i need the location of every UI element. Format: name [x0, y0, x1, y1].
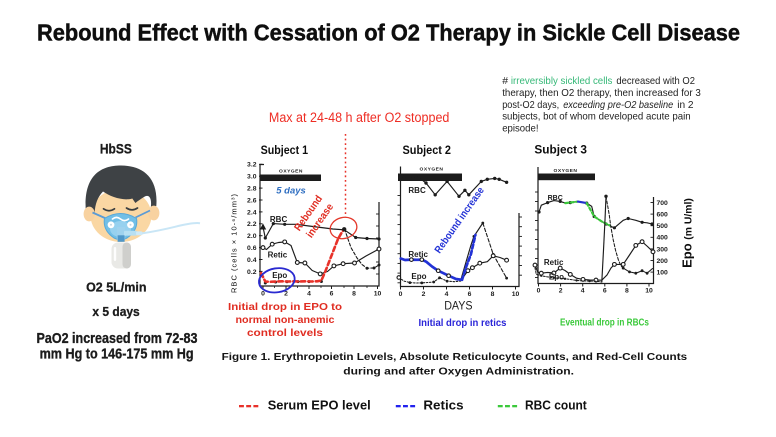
svg-text:2.0: 2.0	[247, 233, 257, 240]
svg-text:mm Hg to 146-175 mm Hg: mm Hg to 146-175 mm Hg	[40, 345, 194, 362]
svg-text:OXYGEN: OXYGEN	[279, 169, 303, 175]
svg-text:PaO2 increased from 72-83: PaO2 increased from 72-83	[37, 330, 198, 347]
svg-text:2.6: 2.6	[247, 197, 257, 204]
svg-text:Serum EPO level: Serum EPO level	[268, 398, 371, 413]
svg-text:2.4: 2.4	[247, 209, 257, 216]
svg-text:Retic: Retic	[408, 250, 428, 259]
svg-text:Subject 1: Subject 1	[261, 143, 309, 157]
svg-text:Subject 3: Subject 3	[534, 143, 587, 157]
svg-text:8: 8	[491, 291, 495, 298]
svg-text:10: 10	[374, 291, 382, 298]
svg-text:OXYGEN: OXYGEN	[554, 168, 578, 174]
svg-text:Subject 2: Subject 2	[403, 143, 452, 157]
svg-text:4: 4	[581, 288, 585, 295]
svg-text:HbSS: HbSS	[100, 141, 132, 157]
svg-text:0.6: 0.6	[247, 245, 257, 252]
svg-text:Epo: Epo	[411, 272, 426, 281]
svg-text:RBC: RBC	[548, 195, 563, 202]
svg-text:Figure 1. Erythropoietin Level: Figure 1. Erythropoietin Levels, Absolut…	[222, 352, 688, 363]
svg-text:400: 400	[657, 235, 669, 242]
svg-text:therapy, then O2 therapy, then: therapy, then O2 therapy, then increased…	[502, 87, 701, 99]
svg-text:6: 6	[468, 291, 472, 298]
svg-text:normal non-anemic: normal non-anemic	[236, 314, 335, 326]
svg-text:0.2: 0.2	[247, 269, 257, 276]
svg-text:2: 2	[559, 288, 563, 295]
svg-text:irreversibly sickled cells: irreversibly sickled cells	[511, 75, 613, 87]
svg-text:exceeding pre-O2 baseline: exceeding pre-O2 baseline	[563, 99, 673, 111]
svg-text:Eventual drop in RBCs: Eventual drop in RBCs	[560, 317, 649, 329]
svg-text:2: 2	[422, 291, 426, 298]
svg-text:RBC: RBC	[408, 186, 426, 195]
svg-text:decreased with O2: decreased with O2	[616, 75, 695, 87]
svg-text:RBC count: RBC count	[525, 398, 587, 413]
svg-text:RBC: RBC	[270, 215, 288, 224]
svg-text:500: 500	[657, 223, 669, 230]
svg-text:100: 100	[657, 270, 669, 277]
svg-text:700: 700	[657, 200, 669, 207]
svg-text:4: 4	[445, 291, 449, 298]
svg-text:Initial drop in EPO to: Initial drop in EPO to	[228, 301, 342, 313]
svg-text:DAYS: DAYS	[444, 300, 473, 312]
svg-text:episode!: episode!	[502, 123, 538, 135]
svg-text:10: 10	[645, 288, 653, 295]
svg-text:200: 200	[657, 258, 669, 265]
svg-text:in 2: in 2	[677, 99, 694, 111]
svg-text:Retic: Retic	[544, 258, 564, 267]
svg-text:RBC (cells × 10-⁶/mm³): RBC (cells × 10-⁶/mm³)	[230, 194, 239, 294]
svg-text:subjects, bot of whom develope: subjects, bot of whom developed acute pa…	[502, 111, 691, 123]
svg-text:post-O2 days,: post-O2 days,	[502, 99, 559, 111]
svg-text:6: 6	[603, 288, 607, 295]
svg-text:Rebound Effect with Cessation: Rebound Effect with Cessation of O2 Ther…	[37, 20, 740, 46]
svg-text:Epo: Epo	[272, 271, 287, 280]
svg-text:2: 2	[284, 291, 288, 298]
svg-text:control levels: control levels	[247, 327, 323, 339]
svg-text:x 5 days: x 5 days	[92, 304, 139, 319]
svg-text:2.8: 2.8	[247, 186, 257, 193]
svg-text:Retic: Retic	[268, 251, 288, 260]
svg-text:0.4: 0.4	[247, 257, 257, 264]
svg-text:600: 600	[657, 212, 669, 219]
svg-text:8: 8	[352, 291, 356, 298]
svg-text:2.2: 2.2	[247, 221, 257, 228]
svg-text:5 days: 5 days	[276, 185, 305, 196]
svg-text:Retics: Retics	[423, 398, 463, 413]
svg-text:0: 0	[537, 288, 541, 295]
svg-text:0: 0	[261, 291, 265, 298]
svg-text:0: 0	[399, 291, 403, 298]
svg-text:OXYGEN: OXYGEN	[420, 167, 444, 173]
svg-text:Initial drop in retics: Initial drop in retics	[419, 317, 507, 329]
svg-text:6: 6	[330, 291, 334, 298]
svg-text:3.2: 3.2	[247, 162, 257, 169]
svg-text:4: 4	[307, 291, 311, 298]
svg-text:O2 5L/min: O2 5L/min	[86, 280, 146, 295]
svg-text:3.0: 3.0	[247, 174, 257, 181]
svg-text:Max at 24-48 h after O2 stoppe: Max at 24-48 h after O2 stopped	[269, 110, 450, 125]
svg-text:during and after Oxygen Admini: during and after Oxygen Administration.	[343, 367, 574, 378]
svg-text:#: #	[502, 75, 508, 87]
svg-text:Epo (m U/ml): Epo (m U/ml)	[680, 198, 695, 268]
svg-text:8: 8	[625, 288, 629, 295]
svg-text:300: 300	[657, 246, 669, 253]
svg-text:10: 10	[512, 291, 520, 298]
svg-text:Epo: Epo	[549, 273, 564, 282]
